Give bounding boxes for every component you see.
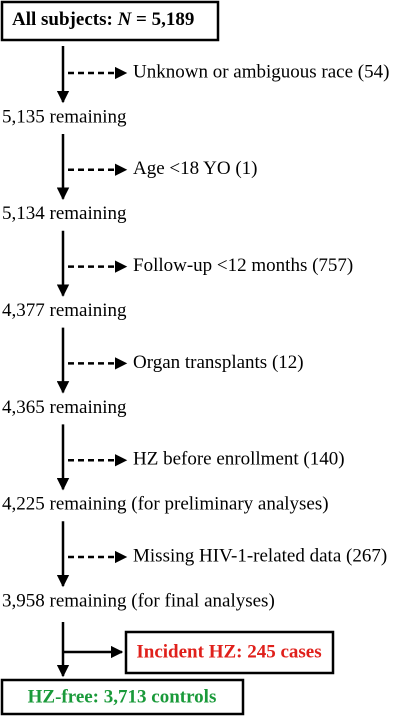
exclusion-text: Age <18 YO (1) [133, 158, 258, 179]
exclusion-text: Organ transplants (12) [133, 352, 304, 373]
exclusion-text: HZ before enrollment (140) [133, 449, 345, 470]
remaining-text: 5,134 remaining [2, 203, 127, 224]
exclusion-text: Unknown or ambiguous race (54) [133, 61, 389, 82]
start-text: All subjects: N = 5,189 [12, 9, 194, 30]
remaining-text: 4,225 remaining (for preliminary analyse… [2, 494, 329, 515]
exclusion-text: Follow-up <12 months (757) [133, 255, 353, 276]
exclusion-text: Missing HIV-1-related data (267) [133, 545, 387, 566]
controls-box [0, 678, 245, 716]
start-value: = 5,189 [136, 9, 194, 30]
remaining-text: 3,958 remaining (for final analyses) [2, 590, 275, 611]
remaining-text: 4,377 remaining [2, 300, 127, 321]
cases-text: Incident HZ: 245 cases [136, 641, 321, 662]
remaining-text: 5,135 remaining [2, 106, 127, 127]
remaining-text: 4,365 remaining [2, 397, 127, 418]
cases-box [124, 630, 335, 675]
start-label: All subjects: [12, 9, 113, 30]
controls-text: HZ-free: 3,713 controls [28, 686, 217, 707]
start-box [0, 0, 220, 42]
start-variable: N [117, 9, 133, 30]
